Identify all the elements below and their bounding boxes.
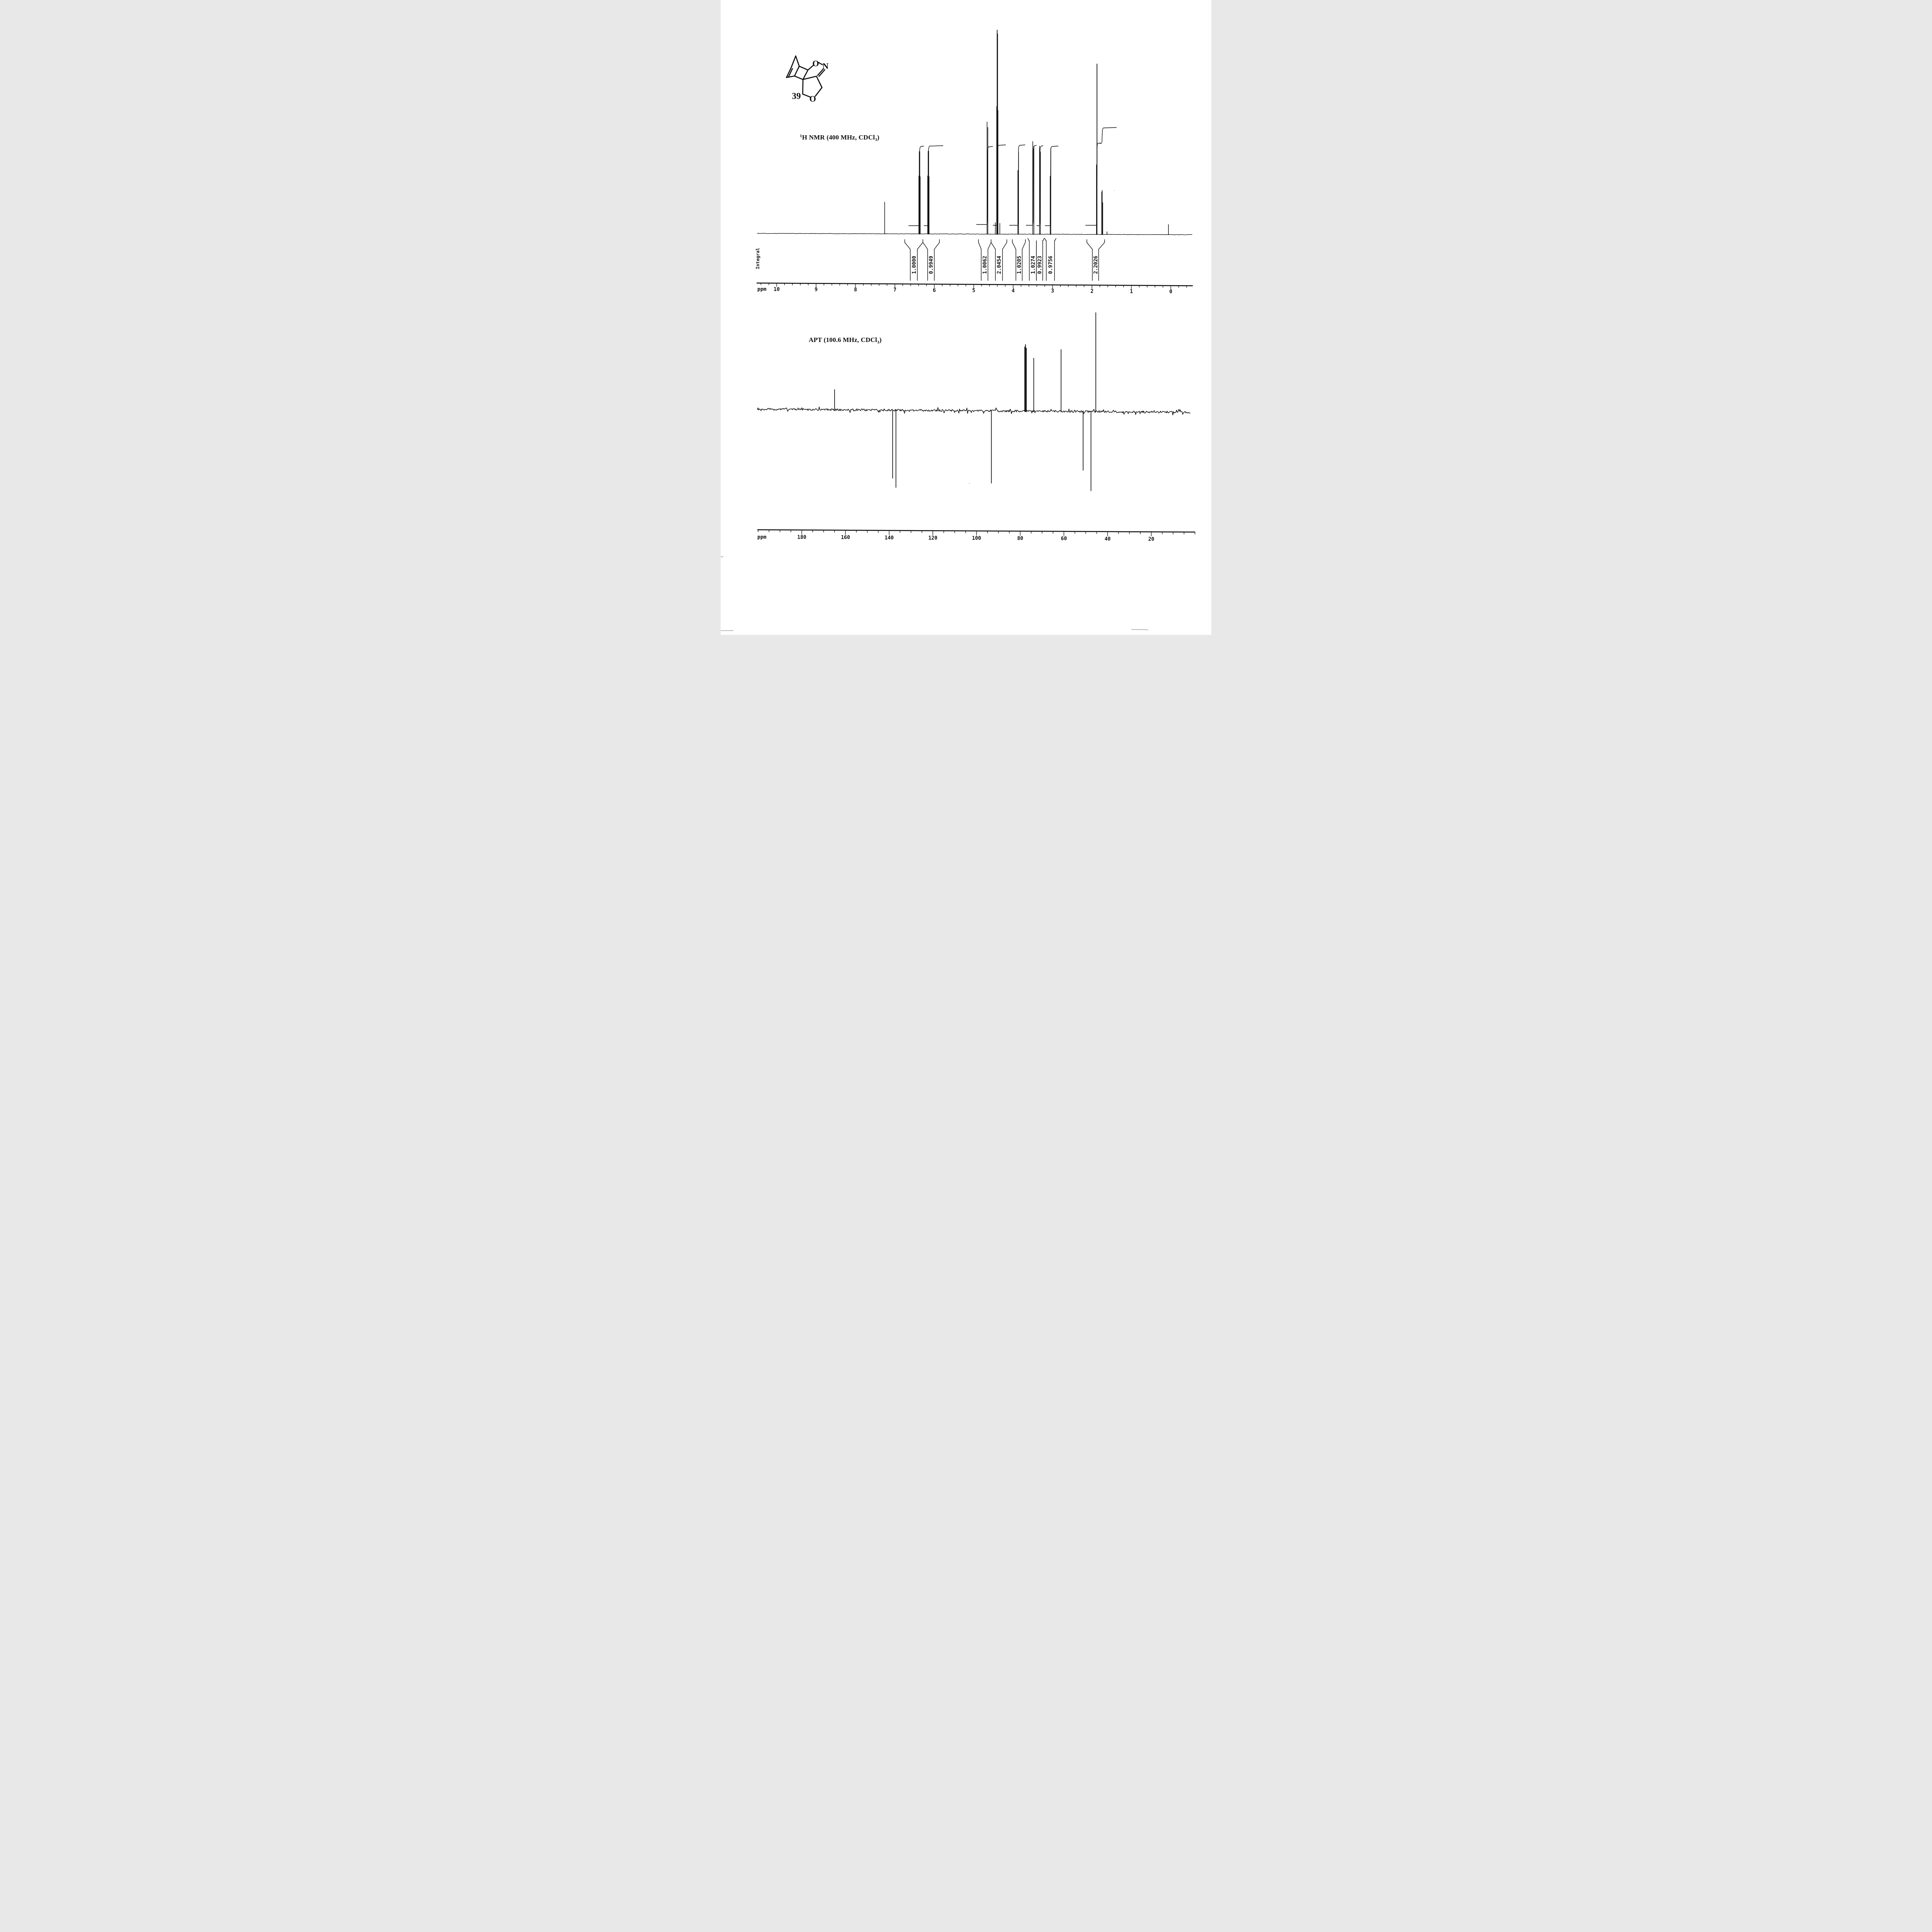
h1-tick-label: 3 bbox=[1051, 288, 1054, 294]
h1-peak bbox=[995, 29, 1000, 235]
spectra-canvas: 1.0000 0.9949 1.0062 2.0454 1.0205 1.0274 0.99… bbox=[721, 29, 1196, 631]
h1-tick-label: 7 bbox=[893, 287, 896, 293]
integral-value: 1.0000 bbox=[912, 256, 917, 274]
atom-label-n: N bbox=[822, 61, 828, 71]
apt-ppm-axis: 180 160 140 120 100 80 60 40 20 ppm bbox=[757, 529, 1196, 542]
h1-integral-trace bbox=[976, 146, 993, 225]
h1-peak bbox=[986, 122, 988, 235]
h1-nmr-title: 1H NMR (400 MHz, CDCl3) bbox=[800, 134, 879, 142]
h1-integral-bracket: 1.0274 0.9923 bbox=[1027, 238, 1045, 281]
h1-tick-label: 4 bbox=[1012, 288, 1015, 294]
h1-integral-trace bbox=[908, 146, 924, 226]
h1-tick-label: 2 bbox=[1090, 289, 1094, 294]
h1-title-end: ) bbox=[877, 134, 879, 141]
atom-label-o2: O bbox=[810, 94, 816, 104]
apt-tick-label: 160 bbox=[841, 535, 850, 541]
integral-value: 2.2026 bbox=[1093, 256, 1099, 274]
scan-artifacts bbox=[721, 190, 1149, 631]
apt-tick-label: 20 bbox=[1148, 536, 1155, 542]
h1-tick-label: 10 bbox=[774, 287, 780, 293]
integral-value: 0.9923 bbox=[1037, 256, 1043, 274]
h1-ppm-label: ppm bbox=[757, 287, 767, 293]
apt-title: APT (100.6 MHz, CDCl3) bbox=[809, 336, 882, 345]
h1-tick-label: 9 bbox=[815, 287, 818, 293]
h1-peak bbox=[1039, 146, 1041, 235]
h1-integral-trace bbox=[1009, 145, 1026, 226]
h1-integral-bracket: 1.0062 2.0454 bbox=[978, 239, 1007, 281]
compound-number: 39 bbox=[792, 91, 801, 101]
integral-value: 1.0274 bbox=[1031, 256, 1036, 274]
h1-tick-label: 8 bbox=[854, 287, 857, 293]
apt-spectrum bbox=[757, 312, 1190, 492]
h1-spectrum: 1.0000 0.9949 1.0062 2.0454 1.0205 1.0274 0.99… bbox=[757, 29, 1192, 281]
h1-integral-trace bbox=[1044, 146, 1058, 226]
apt-title-end: ) bbox=[879, 336, 882, 344]
nmr-data-sheet: O N O 39 1H NMR (400 MHz, CDCl3) APT (100.6… bbox=[721, 0, 1211, 635]
integral-value: 0.9756 bbox=[1048, 256, 1054, 274]
integral-value: 1.0205 bbox=[1017, 256, 1022, 274]
apt-title-subscript: 3 bbox=[877, 340, 879, 345]
h1-integral-trace bbox=[1099, 127, 1117, 144]
h1-integral-bracket: 2.2026 bbox=[1087, 239, 1105, 281]
h1-tick-label: 6 bbox=[933, 287, 936, 293]
h1-baseline bbox=[757, 233, 1192, 235]
h1-peak bbox=[1101, 190, 1103, 235]
h1-integral-bracket: 1.0000 0.9949 bbox=[904, 239, 940, 281]
h1-title-superscript: 1 bbox=[800, 134, 802, 138]
apt-title-main: APT (100.6 MHz, CDCl bbox=[809, 336, 877, 344]
integral-value: 2.0454 bbox=[997, 256, 1002, 274]
h1-integral-trace bbox=[1085, 143, 1101, 226]
h1-title-subscript: 3 bbox=[875, 138, 878, 142]
h1-tick-label: 1 bbox=[1130, 289, 1133, 295]
h1-integral-bracket: 0.9756 bbox=[1044, 238, 1056, 281]
h1-integral-trace bbox=[993, 145, 1006, 226]
integral-value: 0.9949 bbox=[929, 256, 934, 274]
apt-tick-label: 80 bbox=[1017, 536, 1023, 542]
atom-label-o1: O bbox=[813, 59, 819, 68]
h1-peak bbox=[1032, 141, 1034, 235]
h1-tick-label: 0 bbox=[1169, 289, 1172, 295]
apt-tick-label: 180 bbox=[797, 535, 806, 541]
apt-tick-label: 60 bbox=[1061, 536, 1067, 542]
apt-ppm-label: ppm bbox=[757, 534, 767, 540]
h1-integral-trace bbox=[1026, 145, 1037, 226]
apt-tick-label: 120 bbox=[928, 535, 937, 541]
apt-baseline-noise bbox=[757, 406, 1190, 415]
apt-tick-label: 140 bbox=[884, 535, 894, 541]
integral-value: 1.0062 bbox=[982, 256, 988, 274]
chemical-structure-figure: O N O 39 bbox=[773, 34, 837, 107]
h1-integral-trace bbox=[923, 145, 944, 226]
h1-integral-trace bbox=[1036, 145, 1044, 226]
h1-integral-bracket: 1.0205 bbox=[1012, 239, 1026, 281]
apt-tick-label: 40 bbox=[1105, 536, 1111, 542]
h1-title-main: H NMR (400 MHz, CDCl bbox=[802, 134, 875, 141]
h1-tick-label: 5 bbox=[972, 288, 975, 294]
apt-tick-label: 100 bbox=[972, 536, 981, 541]
